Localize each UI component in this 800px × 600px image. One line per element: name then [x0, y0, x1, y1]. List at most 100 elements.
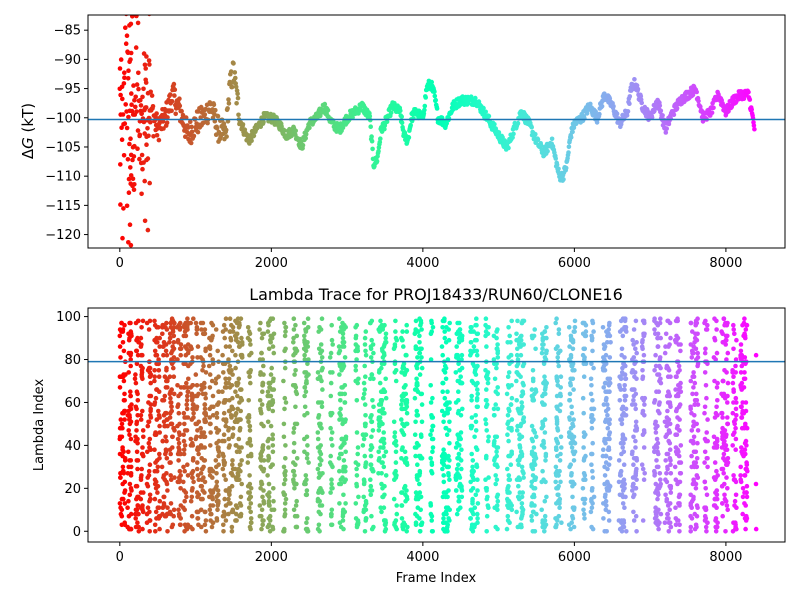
lambda-point — [376, 471, 381, 476]
lambda-point — [227, 501, 232, 506]
lambda-point — [383, 340, 389, 345]
lambda-point — [581, 374, 587, 380]
lambda-point — [530, 509, 536, 515]
lambda-point — [128, 473, 134, 478]
lambda-point — [607, 355, 613, 360]
delta-g-point — [128, 50, 134, 56]
delta-g-point — [599, 104, 605, 109]
lambda-point — [214, 498, 220, 504]
lambda-point — [118, 355, 123, 360]
lambda-point — [261, 423, 266, 429]
lambda-point — [441, 473, 447, 478]
lambda-point — [354, 398, 360, 403]
delta-g-point — [168, 92, 173, 97]
lambda-point — [668, 486, 673, 491]
lambda-point — [360, 432, 366, 438]
lambda-point — [413, 318, 419, 324]
lambda-point — [184, 428, 190, 433]
lambda-point — [570, 513, 575, 519]
lambda-point — [515, 318, 520, 324]
lambda-point — [248, 380, 253, 386]
lambda-point — [148, 380, 153, 386]
lambda-point — [236, 445, 242, 450]
lambda-point — [429, 529, 435, 534]
lambda-point — [328, 350, 334, 356]
delta-g-point — [128, 57, 133, 62]
lambda-point — [152, 447, 157, 453]
lambda-point — [214, 415, 220, 420]
lambda-point — [484, 486, 490, 491]
lambda-point — [702, 370, 708, 375]
lambda-point — [213, 425, 219, 431]
lambda-point — [167, 335, 173, 341]
lambda-point — [152, 402, 157, 407]
delta-g-point — [122, 70, 127, 75]
lambda-point — [155, 490, 160, 495]
lambda-point — [201, 363, 206, 369]
lambda-point — [221, 453, 226, 459]
delta-g-point — [118, 92, 123, 98]
lambda-point — [672, 464, 678, 470]
delta-g-point — [145, 126, 150, 131]
lambda-point — [226, 496, 231, 502]
lambda-point — [456, 507, 461, 513]
lambda-point — [631, 494, 636, 500]
lambda-point — [413, 496, 419, 502]
lambda-point — [145, 423, 151, 429]
lambda-point — [156, 368, 162, 373]
lambda-point — [541, 445, 547, 450]
lambda-point — [378, 400, 384, 405]
lambda-point — [361, 436, 367, 442]
lambda-point — [381, 430, 387, 435]
lambda-point — [589, 462, 594, 468]
lambda-point — [514, 428, 520, 433]
lambda-point — [629, 402, 635, 407]
lambda-point — [456, 436, 462, 442]
lambda-point — [178, 352, 183, 358]
lambda-point — [673, 432, 678, 438]
delta-g-point — [134, 15, 139, 19]
lambda-point — [356, 376, 361, 382]
delta-g-point — [568, 135, 574, 140]
lambda-point — [516, 462, 521, 468]
lambda-point — [382, 518, 387, 523]
lambda-point — [152, 468, 158, 474]
lambda-point — [340, 443, 345, 448]
lambda-point — [653, 363, 659, 369]
lambda-point — [515, 423, 520, 429]
lambda-point — [319, 425, 324, 431]
lambda-point — [294, 333, 300, 339]
lambda-point — [658, 316, 663, 322]
lambda-point — [215, 488, 221, 493]
lambda-point — [215, 507, 220, 513]
lambda-point — [474, 464, 480, 470]
lambda-point — [539, 400, 545, 405]
lambda-point — [317, 503, 323, 508]
lambda-point — [234, 477, 239, 483]
delta-g-point — [378, 136, 383, 141]
lambda-point — [167, 331, 173, 337]
delta-g-point — [233, 75, 238, 81]
delta-g-point — [121, 153, 127, 158]
lambda-point — [556, 492, 561, 498]
lambda-point — [190, 475, 195, 480]
lambda-point — [282, 320, 287, 326]
lambda-point — [188, 436, 194, 442]
lambda-point — [519, 434, 525, 440]
lambda-point — [121, 496, 126, 502]
lambda-point — [245, 335, 251, 341]
delta-g-point — [143, 66, 148, 71]
lambda-point — [368, 447, 373, 453]
delta-g-point — [228, 69, 234, 74]
x-tick-label: 4000 — [406, 256, 439, 271]
lambda-point — [220, 438, 225, 444]
delta-g-point — [367, 113, 373, 119]
lambda-point — [705, 464, 710, 470]
lambda-point — [214, 479, 220, 485]
lambda-point — [305, 443, 310, 448]
lambda-point — [571, 417, 576, 422]
lambda-point — [634, 340, 639, 345]
lambda-point — [339, 451, 344, 457]
lambda-point — [167, 340, 172, 345]
lambda-point — [602, 481, 607, 487]
